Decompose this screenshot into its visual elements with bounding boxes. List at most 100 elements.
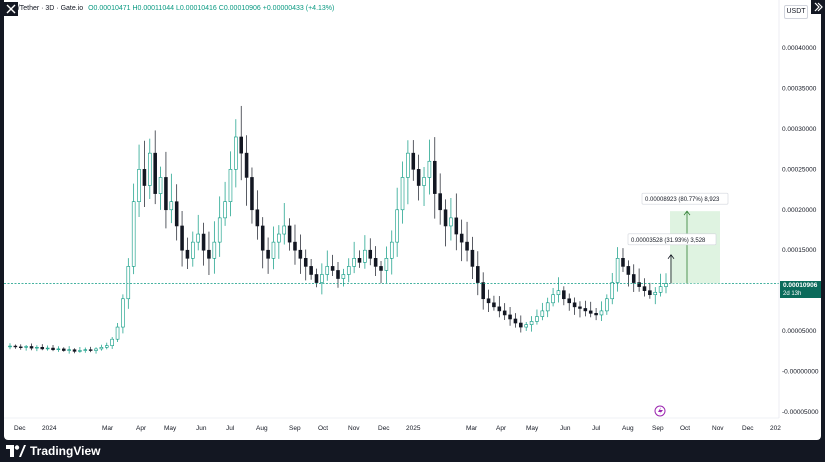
ohlc-values: O0.00010471 H0.00011044 L0.00010416 C0.0… [88, 5, 335, 12]
candle-body [524, 324, 528, 328]
candle-body [562, 290, 566, 300]
x-tick-label: Dec [378, 425, 390, 432]
candle-body [502, 310, 507, 316]
y-tick-label: 0.00015000 [782, 247, 817, 254]
candle-body [368, 249, 373, 259]
last-price-label: 0.00010906 [780, 281, 821, 290]
candle-body [599, 310, 604, 316]
candle-body [137, 169, 141, 202]
candle-body [207, 249, 211, 259]
candle-body [18, 346, 23, 348]
x-tick-label: Apr [496, 425, 507, 432]
candle-body [72, 349, 77, 352]
x-tick-label: Jun [560, 425, 571, 432]
y-tick-label: 0.00025000 [782, 166, 817, 173]
candle-body [545, 302, 550, 312]
candle-body [352, 258, 356, 267]
candle-body [497, 306, 502, 312]
price-chart[interactable]: 0.00008923 (80.77%) 8,923 0.00003528 (31.… [4, 0, 821, 440]
tradingview-logo[interactable]: TradingView [6, 444, 100, 458]
candle-body [212, 241, 217, 259]
x-tick-label: Mar [102, 425, 114, 432]
candle-body [164, 177, 168, 211]
x-tick-label: Aug [622, 425, 634, 432]
candle-body [158, 177, 163, 194]
candle-body [363, 249, 367, 263]
currency-button[interactable]: USDT [784, 5, 808, 19]
candle-body [572, 302, 577, 308]
chart-pane[interactable]: 0.00008923 (80.77%) 8,923 0.00003528 (31.… [4, 0, 821, 440]
candle-body [250, 177, 254, 211]
candle-body [303, 258, 308, 267]
measure-label-small-box [627, 233, 717, 246]
candle-body [88, 349, 93, 351]
candle-body [631, 274, 636, 283]
candles[interactable] [8, 105, 668, 354]
x-tick-label: Sep [289, 425, 301, 432]
candle-body [346, 266, 351, 275]
candle-body [293, 241, 297, 251]
measure-arrow-large [683, 210, 691, 284]
candle-body [605, 298, 609, 312]
candle-body [126, 266, 131, 300]
candle-body [56, 348, 61, 351]
candle-body [406, 152, 410, 178]
event-marker[interactable] [654, 405, 666, 417]
tradingview-icon [6, 445, 26, 457]
x-tick-label: Oct [680, 425, 690, 432]
measure-arrow-small [667, 254, 675, 284]
candle-body [389, 241, 394, 259]
candle-body [454, 217, 459, 235]
candle-body [535, 316, 539, 322]
candle-body [588, 310, 593, 314]
y-tick-label: 0.00040000 [782, 45, 817, 52]
y-tick-label: 0.00005000 [782, 328, 817, 335]
candle-body [45, 347, 50, 350]
candle-body [320, 274, 324, 283]
candle-body [239, 136, 243, 154]
candle-body [567, 298, 571, 304]
x-tick-label: Oct [318, 425, 328, 432]
candle-body [271, 241, 276, 259]
x-tick-label: Nov [712, 425, 724, 432]
candle-body [481, 282, 485, 300]
candle-body [470, 249, 475, 267]
y-tick-label: 0.00030000 [782, 126, 817, 133]
expand-icon[interactable] [811, 0, 825, 14]
candle-body [653, 291, 658, 296]
x-axis[interactable]: Dec 2024 Mar Apr May Jun Jul Aug Sep Oct Nov Dec 202… [4, 417, 781, 432]
candle-body [325, 266, 330, 275]
candle-body [99, 346, 104, 350]
candle-body [443, 209, 448, 227]
candle-body [217, 217, 222, 243]
candle-body [626, 266, 631, 275]
candle-body [529, 321, 534, 325]
x-tick-label: Apr [136, 425, 147, 432]
x-tick-label: Aug [256, 425, 268, 432]
candle-body [578, 306, 582, 309]
candle-body [427, 160, 432, 178]
candle-body [260, 225, 265, 251]
candle-body [357, 258, 362, 263]
measure-tool[interactable]: 0.00008923 (80.77%) 8,923 0.00003528 (31.… [627, 192, 729, 284]
candle-body [67, 349, 71, 351]
measure-range-fill[interactable] [670, 211, 720, 284]
candle-body [621, 258, 625, 267]
x-tick-label: Sep [652, 425, 664, 432]
candle-body [29, 346, 34, 349]
candle-body [287, 225, 292, 243]
x-tick-label: Jun [196, 425, 207, 432]
candle-body [115, 326, 120, 340]
candle-body [583, 308, 588, 312]
close-icon[interactable] [4, 2, 18, 16]
candle-body [400, 177, 405, 211]
candle-body [373, 258, 378, 267]
countdown-label: 2d 13h [780, 290, 821, 298]
candle-body [277, 233, 281, 243]
tradingview-wordmark: TradingView [30, 444, 101, 458]
candle-body [658, 286, 663, 293]
y-axis[interactable]: 0.00040000 0.00035000 0.00030000 0.00025000… [778, 0, 819, 418]
candle-body [153, 152, 157, 194]
candle-body [298, 249, 303, 259]
